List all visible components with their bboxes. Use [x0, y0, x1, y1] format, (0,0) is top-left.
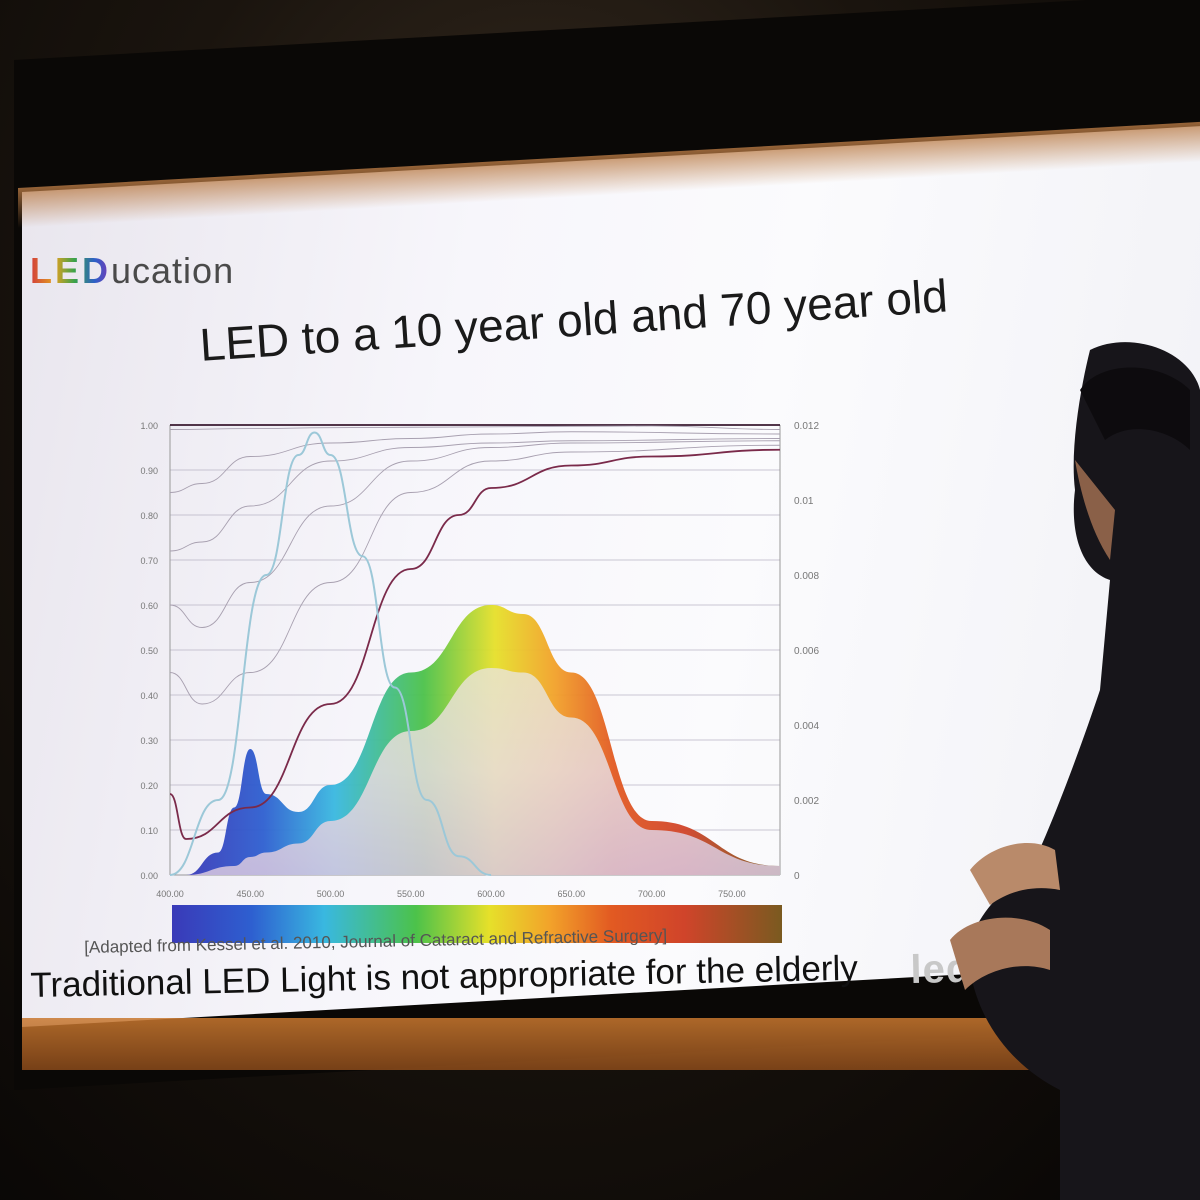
logo-text: ucation [111, 250, 235, 291]
y-tick-left: 1.00 [140, 421, 158, 431]
x-tick-label: 600.00 [477, 889, 505, 899]
leducation-logo: LEDucation [30, 250, 234, 292]
logo-led: LED [30, 250, 111, 291]
x-tick-label: 550.00 [397, 889, 425, 899]
y-tick-left: 0.20 [140, 781, 158, 791]
series-line-melanopsin [169, 431, 492, 876]
x-tick-label: 400.00 [156, 889, 184, 899]
x-tick-label: 500.00 [317, 889, 345, 899]
slide-bottom-band [22, 1018, 1082, 1070]
y-tick-left: 0.10 [140, 826, 158, 836]
y-tick-left: 0.40 [140, 691, 158, 701]
series-line-60yrs [169, 444, 781, 705]
y-tick-left: 0.80 [140, 511, 158, 521]
y-tick-left: 0.70 [140, 556, 158, 566]
x-tick-label: 650.00 [558, 889, 586, 899]
led-spectrum-70yrs-area [186, 668, 781, 875]
y-tick-right: 0.006 [794, 646, 819, 657]
y-tick-left: 0.60 [140, 601, 158, 611]
y-tick-right: 0.01 [794, 496, 814, 507]
series-line-30yrs [169, 431, 781, 493]
series-line-70yrs [169, 448, 781, 840]
x-tick-label: 750.00 [718, 889, 746, 899]
y-tick-left: 0.90 [140, 466, 158, 476]
y-tick-right: 0.012 [794, 421, 819, 432]
y-tick-left: 0.50 [140, 646, 158, 656]
y-tick-right: 0 [794, 871, 800, 882]
presenter-silhouette [950, 342, 1200, 1200]
y-tick-left: 0.00 [140, 871, 158, 881]
wavelength-color-bar [172, 905, 782, 943]
series-line-40yrs [169, 438, 781, 552]
series-line-50yrs [169, 440, 781, 628]
y-tick-left: 0.30 [140, 736, 158, 746]
spectral-transmission-chart: 0.00 0.10 0.20 0.30 0.40 0.50 0.60 0.70 0.80 0.90… [140, 421, 819, 943]
x-tick-label: 450.00 [236, 889, 264, 899]
y-tick-right: 0.008 [794, 571, 819, 582]
y-tick-right: 0.004 [794, 721, 819, 732]
y-tick-right: 0.002 [794, 796, 819, 807]
series-line-20yrs [169, 425, 781, 430]
x-tick-label: 700.00 [638, 889, 666, 899]
